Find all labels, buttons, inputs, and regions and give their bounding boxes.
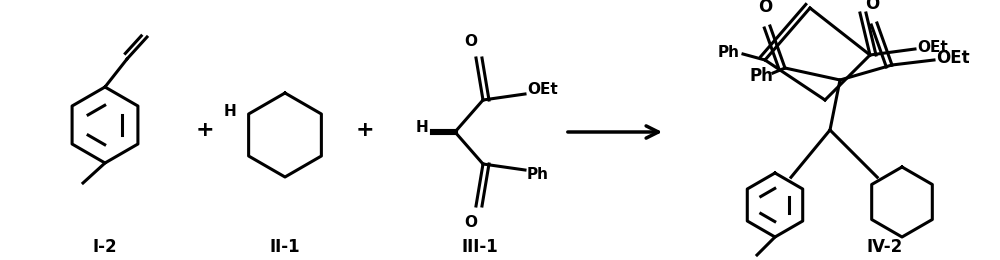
Text: O: O bbox=[854, 0, 866, 3]
Text: Ph: Ph bbox=[527, 166, 549, 181]
Text: Ph: Ph bbox=[749, 67, 773, 85]
Text: +: + bbox=[356, 120, 374, 140]
Text: OEt: OEt bbox=[917, 40, 948, 55]
Text: III-1: III-1 bbox=[462, 238, 498, 256]
Text: O: O bbox=[464, 215, 478, 230]
Text: II-1: II-1 bbox=[270, 238, 300, 256]
Text: H: H bbox=[224, 103, 237, 119]
Text: O: O bbox=[758, 0, 772, 16]
Text: H: H bbox=[415, 120, 428, 135]
Text: OEt: OEt bbox=[936, 49, 970, 67]
Text: +: + bbox=[196, 120, 214, 140]
Text: OEt: OEt bbox=[527, 82, 558, 98]
Text: I-2: I-2 bbox=[93, 238, 117, 256]
Text: Ph: Ph bbox=[718, 44, 740, 60]
Text: O: O bbox=[865, 0, 879, 13]
Text: O: O bbox=[464, 34, 478, 49]
Text: IV-2: IV-2 bbox=[867, 238, 903, 256]
